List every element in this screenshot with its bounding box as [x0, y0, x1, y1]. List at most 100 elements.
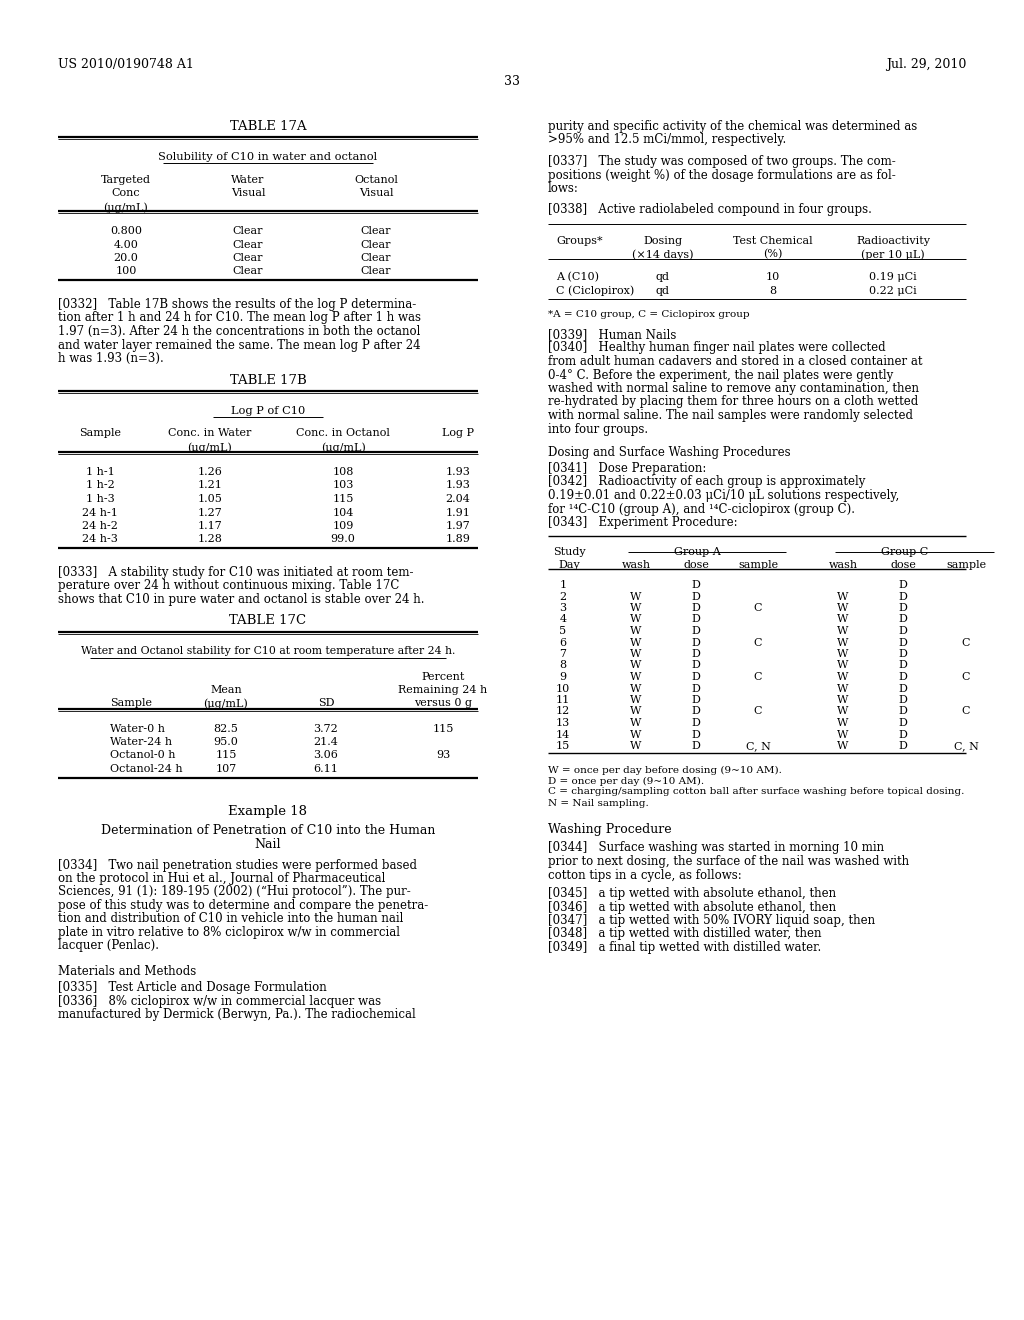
Text: lows:: lows: — [548, 182, 579, 195]
Text: SD: SD — [317, 698, 334, 709]
Text: US 2010/0190748 A1: US 2010/0190748 A1 — [58, 58, 194, 71]
Text: D: D — [691, 741, 700, 751]
Text: qd: qd — [656, 272, 670, 282]
Text: W: W — [838, 672, 849, 682]
Text: D: D — [899, 696, 907, 705]
Text: 1.27: 1.27 — [198, 507, 222, 517]
Text: D: D — [899, 603, 907, 612]
Text: Example 18: Example 18 — [228, 805, 307, 818]
Text: 0.22 μCi: 0.22 μCi — [869, 285, 916, 296]
Text: W = once per day before dosing (9~10 AM).: W = once per day before dosing (9~10 AM)… — [548, 766, 782, 775]
Text: D = once per day (9~10 AM).: D = once per day (9~10 AM). — [548, 776, 705, 785]
Text: W: W — [631, 730, 642, 739]
Text: D: D — [899, 591, 907, 602]
Text: [0340]   Healthy human finger nail plates were collected: [0340] Healthy human finger nail plates … — [548, 342, 886, 355]
Text: Clear: Clear — [360, 253, 391, 263]
Text: 1.89: 1.89 — [445, 535, 470, 544]
Text: 1 h-2: 1 h-2 — [86, 480, 115, 491]
Text: wash: wash — [828, 560, 857, 570]
Text: Study: Study — [553, 546, 586, 557]
Text: [0334]   Two nail penetration studies were performed based: [0334] Two nail penetration studies were… — [58, 858, 417, 871]
Text: [0346]   a tip wetted with absolute ethanol, then: [0346] a tip wetted with absolute ethano… — [548, 900, 837, 913]
Text: Determination of Penetration of C10 into the Human: Determination of Penetration of C10 into… — [100, 824, 435, 837]
Text: W: W — [631, 696, 642, 705]
Text: washed with normal saline to remove any contamination, then: washed with normal saline to remove any … — [548, 381, 919, 395]
Text: 103: 103 — [333, 480, 353, 491]
Text: Visual: Visual — [358, 189, 393, 198]
Text: W: W — [838, 615, 849, 624]
Text: W: W — [838, 660, 849, 671]
Text: A (C10): A (C10) — [556, 272, 599, 282]
Text: D: D — [691, 626, 700, 636]
Text: shows that C10 in pure water and octanol is stable over 24 h.: shows that C10 in pure water and octanol… — [58, 593, 425, 606]
Text: C: C — [962, 706, 971, 717]
Text: sample: sample — [946, 560, 986, 570]
Text: 10: 10 — [766, 272, 780, 282]
Text: Washing Procedure: Washing Procedure — [548, 824, 672, 837]
Text: 15: 15 — [556, 741, 570, 751]
Text: W: W — [631, 603, 642, 612]
Text: C, N: C, N — [953, 741, 979, 751]
Text: 3.06: 3.06 — [313, 751, 339, 760]
Text: 33: 33 — [504, 75, 520, 88]
Text: Visual: Visual — [230, 189, 265, 198]
Text: 6: 6 — [559, 638, 566, 648]
Text: manufactured by Dermick (Berwyn, Pa.). The radiochemical: manufactured by Dermick (Berwyn, Pa.). T… — [58, 1008, 416, 1020]
Text: qd: qd — [656, 285, 670, 296]
Text: 8: 8 — [769, 285, 776, 296]
Text: wash: wash — [622, 560, 650, 570]
Text: cotton tips in a cycle, as follows:: cotton tips in a cycle, as follows: — [548, 869, 741, 882]
Text: 1.28: 1.28 — [198, 535, 222, 544]
Text: 2: 2 — [559, 591, 566, 602]
Text: D: D — [899, 638, 907, 648]
Text: D: D — [899, 649, 907, 659]
Text: W: W — [838, 730, 849, 739]
Text: Jul. 29, 2010: Jul. 29, 2010 — [886, 58, 966, 71]
Text: Test Chemical: Test Chemical — [733, 235, 813, 246]
Text: Sample: Sample — [79, 429, 121, 438]
Text: D: D — [899, 626, 907, 636]
Text: 2.04: 2.04 — [445, 494, 470, 504]
Text: *A = C10 group, C = Ciclopirox group: *A = C10 group, C = Ciclopirox group — [548, 310, 750, 319]
Text: 82.5: 82.5 — [214, 723, 239, 734]
Text: Group C: Group C — [881, 546, 928, 557]
Text: Water-24 h: Water-24 h — [110, 737, 172, 747]
Text: 6.11: 6.11 — [313, 764, 339, 774]
Text: from adult human cadavers and stored in a closed container at: from adult human cadavers and stored in … — [548, 355, 923, 368]
Text: W: W — [838, 591, 849, 602]
Text: W: W — [631, 706, 642, 717]
Text: 104: 104 — [333, 507, 353, 517]
Text: D: D — [899, 672, 907, 682]
Text: D: D — [899, 579, 907, 590]
Text: Conc: Conc — [112, 189, 140, 198]
Text: Day: Day — [558, 560, 580, 570]
Text: 24 h-3: 24 h-3 — [82, 535, 118, 544]
Text: W: W — [631, 718, 642, 729]
Text: (×14 days): (×14 days) — [632, 249, 693, 260]
Text: 99.0: 99.0 — [331, 535, 355, 544]
Text: [0347]   a tip wetted with 50% IVORY liquid soap, then: [0347] a tip wetted with 50% IVORY liqui… — [548, 913, 876, 927]
Text: Mean: Mean — [210, 685, 242, 696]
Text: Water: Water — [231, 176, 264, 185]
Text: Remaining 24 h: Remaining 24 h — [398, 685, 487, 696]
Text: (per 10 μL): (per 10 μL) — [861, 249, 925, 260]
Text: positions (weight %) of the dosage formulations are as fol-: positions (weight %) of the dosage formu… — [548, 169, 896, 181]
Text: 3.72: 3.72 — [313, 723, 338, 734]
Text: D: D — [691, 638, 700, 648]
Text: 1 h-3: 1 h-3 — [86, 494, 115, 504]
Text: Conc. in Octanol: Conc. in Octanol — [296, 429, 390, 438]
Text: (%): (%) — [763, 249, 782, 259]
Text: (μg/mL): (μg/mL) — [204, 698, 249, 709]
Text: D: D — [691, 706, 700, 717]
Text: [0338]   Active radiolabeled compound in four groups.: [0338] Active radiolabeled compound in f… — [548, 203, 871, 216]
Text: C: C — [962, 638, 971, 648]
Text: 115: 115 — [432, 723, 454, 734]
Text: W: W — [838, 706, 849, 717]
Text: lacquer (Penlac).: lacquer (Penlac). — [58, 940, 159, 953]
Text: D: D — [691, 591, 700, 602]
Text: perature over 24 h without continuous mixing. Table 17C: perature over 24 h without continuous mi… — [58, 579, 399, 593]
Text: [0341]   Dose Preparation:: [0341] Dose Preparation: — [548, 462, 707, 475]
Text: 4: 4 — [559, 615, 566, 624]
Text: versus 0 g: versus 0 g — [414, 698, 472, 709]
Text: 24 h-2: 24 h-2 — [82, 521, 118, 531]
